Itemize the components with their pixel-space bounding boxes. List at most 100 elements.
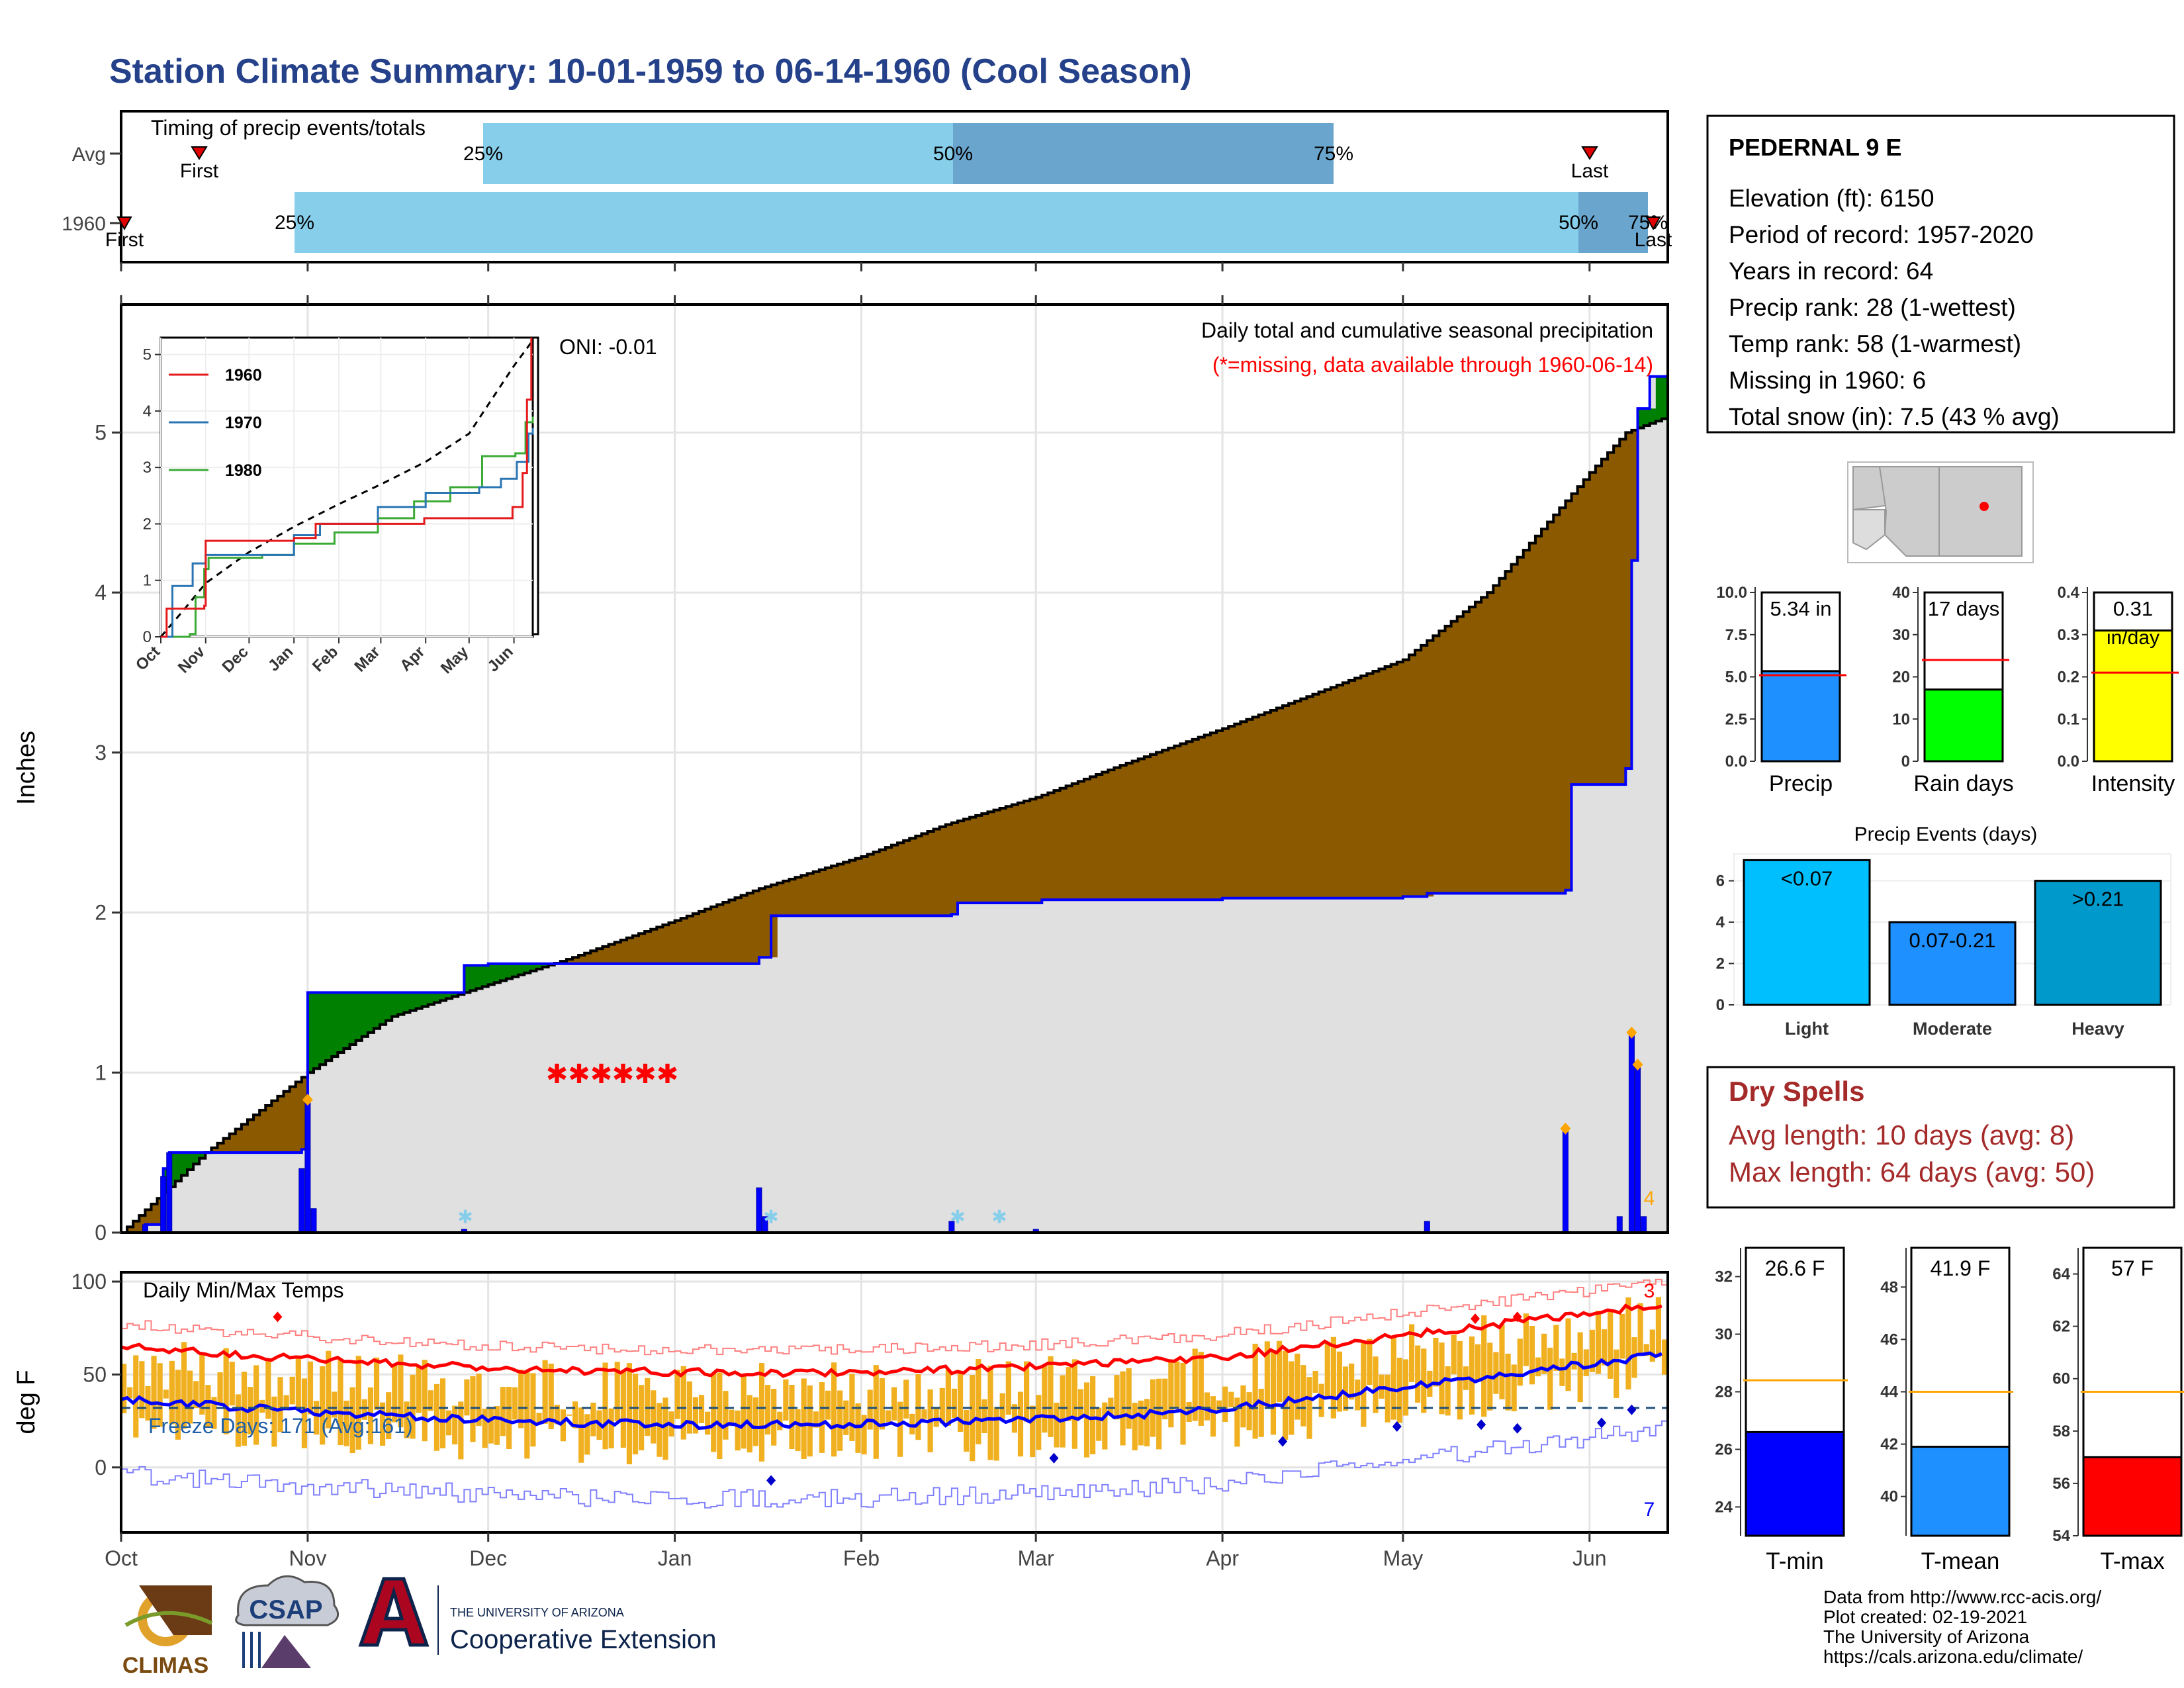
timing-panel: Timing of precip events/totals Avg 1960 … [62,110,1672,263]
precip-event-bar-label: 0.07-0.21 [1909,929,1996,952]
daily-temp-bar [193,1381,199,1409]
daily-temp-bar [1276,1340,1283,1403]
record-low-marker [1392,1421,1402,1432]
summary-y-tick-label: 2.5 [1725,710,1747,728]
x-tick-label: Mar [1018,1546,1054,1570]
daily-temp-bar [422,1360,428,1442]
below-avg-fill [801,875,808,916]
summary-y-tick-label: 0.1 [2058,710,2079,728]
precip-y-axis: 0 1 2 3 4 5 [95,420,121,1244]
summary-y-tick-label: 5.0 [1725,669,1747,686]
daily-temp-bar [500,1387,506,1436]
ua-extension-logo[interactable]: THE UNIVERSITY OF ARIZONA Cooperative Ex… [358,1577,716,1655]
below-avg-fill [1005,806,1013,904]
below-avg-fill [789,879,796,916]
daily-temp-bar [1469,1336,1475,1415]
summary-value-bar [2093,629,2173,763]
daily-temp-bar [705,1411,711,1435]
temp-y-tick-label: 0 [95,1456,107,1479]
climas-logo[interactable]: CLIMAS [122,1585,213,1678]
daily-temp-bar [439,1378,446,1448]
below-avg-fill [976,815,982,904]
daily-temp-bar [764,1385,771,1435]
daily-temp-bar [1505,1353,1511,1411]
daily-temp-bar [1433,1338,1439,1387]
daily-temp-bar [1168,1360,1174,1428]
daily-temp-bar [536,1413,542,1425]
below-avg-fill [1547,522,1554,894]
avg-cumulative-line [121,416,1668,1233]
below-avg-fill [1336,684,1343,898]
below-avg-fill [1011,804,1019,904]
x-tick-label: Feb [843,1546,880,1570]
avg-tmin-line [121,1351,1662,1430]
daily-temp-bar [879,1378,885,1430]
below-avg-fill [747,893,754,964]
daily-precip-bar [310,1208,317,1233]
below-avg-fill [849,860,856,916]
daily-temp-bar [410,1374,416,1439]
timing-row-1960-label: 1960 [62,213,106,235]
temp-summary-y-tick-label: 44 [1880,1383,1898,1401]
daily-temp-bar [530,1373,536,1447]
daily-temp-bar [1234,1397,1240,1447]
below-avg-fill [235,1129,242,1153]
above-avg-fill [169,1152,176,1187]
daily-temp-bar [692,1397,699,1434]
below-avg-fill [777,882,784,916]
x-tick-label: Nov [289,1546,326,1570]
daily-temp-bar [1108,1397,1114,1416]
daily-temp-bar [380,1402,386,1446]
below-avg-fill [1439,631,1446,894]
precip-y-tick-label: 2 [95,901,107,925]
dry-spells-box: Dry Spells Avg length: 10 days (avg: 8) … [1706,1066,2175,1209]
daily-temp-bar [1583,1349,1589,1376]
above-avg-fill [343,992,351,1049]
above-avg-fill [320,992,326,1065]
below-avg-fill [626,937,633,964]
daily-temp-bar [1336,1351,1343,1412]
daily-temp-bar [1216,1400,1222,1411]
daily-temp-bar [789,1384,795,1449]
daily-precip-bar [1616,1216,1623,1233]
climas-mountain-icon [139,1585,212,1635]
below-avg-fill [1571,493,1578,785]
below-avg-fill [645,931,651,964]
daily-temp-bar [1349,1363,1355,1400]
page-title: Station Climate Summary: 10-01-1959 to 0… [109,52,1192,91]
temp-y-tick-label: 50 [83,1362,107,1386]
footer-line: The University of Arizona [1823,1626,2030,1647]
above-avg-fill [404,992,411,1013]
precip-event-bar-label: <0.07 [1781,867,1833,890]
summary-value-bar [1923,688,2004,763]
precip-summary-charts: 0.0 2.5 5.0 7.5 10.0 5.34 in Precip 0 10 20 30 40 17… [1716,584,2179,796]
cumulative-1960-line [121,375,1668,1233]
summary-y-tick-label: 7.5 [1725,626,1747,644]
above-avg-fill [488,963,495,985]
precip-y-tick-label: 1 [95,1060,107,1084]
daily-temp-bar [614,1362,620,1421]
precip-events-title: Precip Events (days) [1854,823,2038,845]
daily-temp-bar [1511,1364,1517,1411]
temp-summary-y-tick-label: 24 [1715,1499,1733,1517]
temp-summary-y-tick-label: 32 [1715,1268,1733,1286]
timing-avg-last-marker [1581,146,1598,160]
temp-y-label: deg F [13,1370,40,1434]
daily-temp-bar [506,1387,512,1450]
snow-marker: ✱ [457,1207,473,1227]
above-avg-fill [439,992,447,1001]
csap-logo[interactable]: CSAP [235,1575,340,1668]
below-avg-fill [771,884,778,958]
temp-summary-category-label: T-mean [1921,1548,2000,1574]
timing-title: Timing of precip events/totals [151,116,426,140]
precip-frame [120,303,1669,1234]
daily-temp-bar [1367,1338,1373,1385]
temp-summary-value-label: 41.9 F [1931,1256,1991,1280]
daily-temp-bar [1090,1376,1096,1454]
below-avg-fill [1264,712,1271,898]
daily-temp-bar [1283,1350,1289,1440]
station-line: Temp rank: 58 (1-warmest) [1729,330,2021,357]
daily-temp-bar [217,1372,223,1405]
above-avg-fill [524,963,531,973]
below-avg-fill [668,922,676,964]
